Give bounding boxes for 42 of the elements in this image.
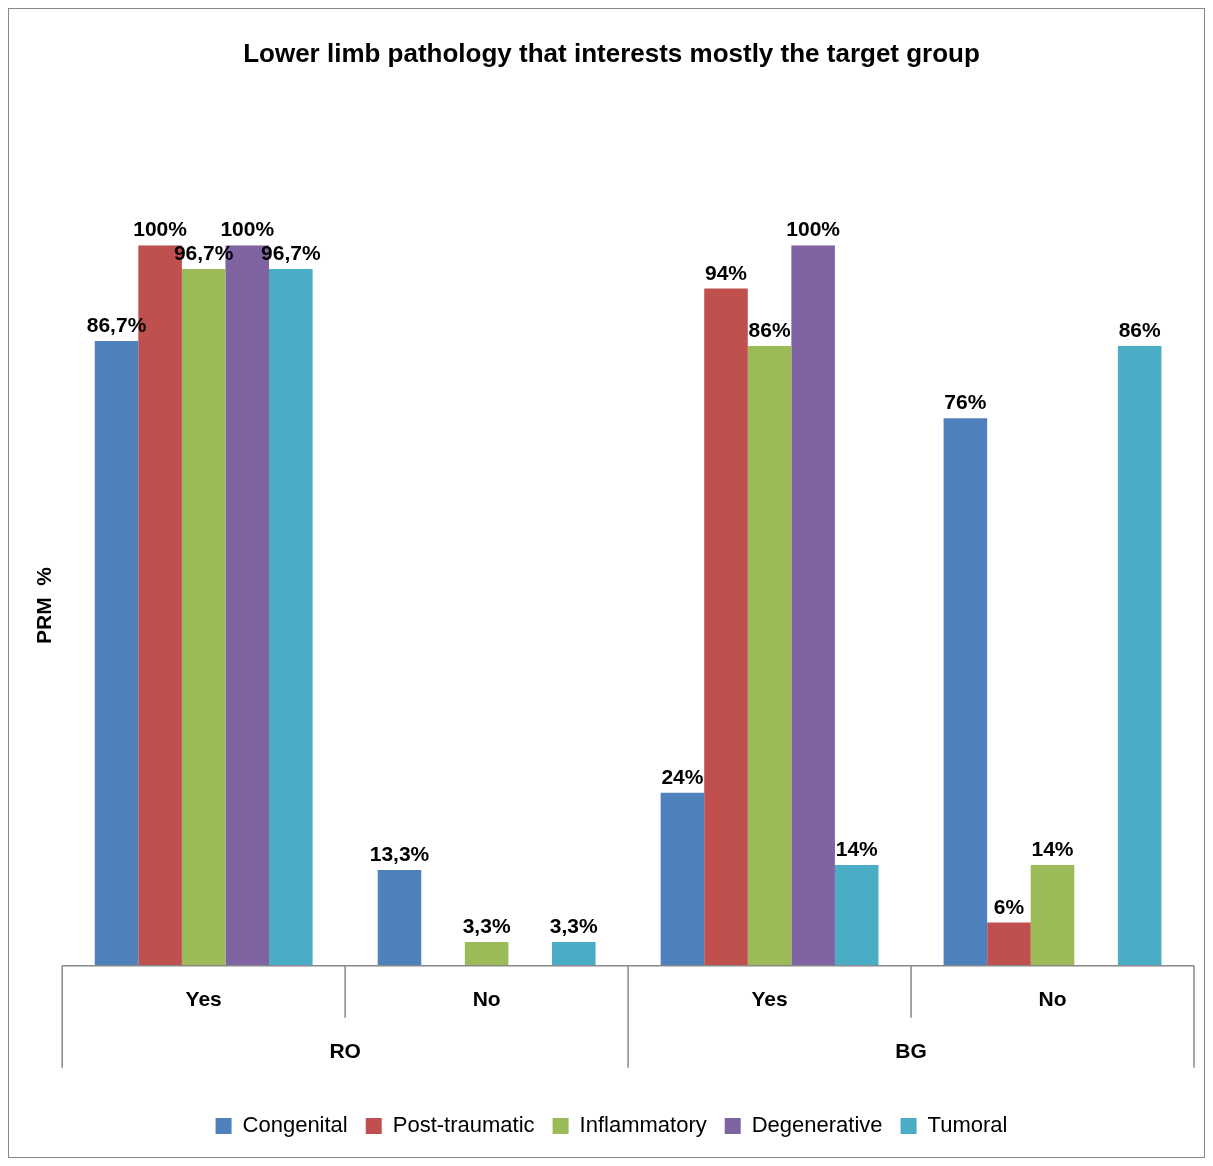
bar — [1030, 864, 1075, 966]
bar — [943, 418, 988, 966]
bar — [464, 942, 509, 966]
bar — [704, 288, 748, 966]
bar — [377, 869, 422, 966]
bar — [987, 922, 1031, 966]
x-tick-label: Yes — [185, 987, 222, 1011]
legend-label: Post-traumatic — [392, 1112, 535, 1138]
bar — [551, 942, 596, 966]
x-tick-label: No — [1038, 987, 1067, 1011]
data-label: 94% — [704, 260, 748, 284]
bar — [94, 341, 139, 966]
data-label: 86% — [1118, 318, 1162, 342]
data-label: 14% — [835, 837, 879, 861]
bar — [747, 346, 792, 966]
y-axis-title: PRM % — [32, 566, 56, 645]
legend-label: Congenital — [242, 1112, 348, 1138]
x-tick-label: Yes — [751, 987, 788, 1011]
bar — [660, 792, 705, 966]
data-label: 100% — [220, 217, 275, 241]
data-label: 13,3% — [369, 842, 430, 866]
data-label: 14% — [1031, 837, 1074, 861]
data-label: 86% — [748, 318, 791, 342]
x-tick-label: No — [472, 987, 501, 1011]
bar — [834, 864, 879, 966]
data-label: 76% — [944, 390, 987, 414]
bar — [269, 268, 313, 966]
bar — [791, 245, 835, 966]
data-label: 3,3% — [549, 914, 599, 938]
text: BG — [895, 1038, 927, 1062]
data-label: 100% — [786, 217, 841, 241]
bar — [1117, 346, 1162, 966]
text: RO — [329, 1038, 361, 1062]
bar — [181, 268, 226, 966]
legend-label: Degenerative — [751, 1112, 883, 1138]
chart-title: Lower limb pathology that interests mostly the target group — [243, 37, 980, 68]
legend-label: Inflammatory — [579, 1112, 707, 1138]
legend-label: Tumoral — [927, 1112, 1008, 1138]
data-label: 3,3% — [462, 914, 511, 938]
data-label: 100% — [133, 217, 188, 241]
data-label: 24% — [661, 765, 704, 789]
data-label: 6% — [993, 894, 1025, 918]
